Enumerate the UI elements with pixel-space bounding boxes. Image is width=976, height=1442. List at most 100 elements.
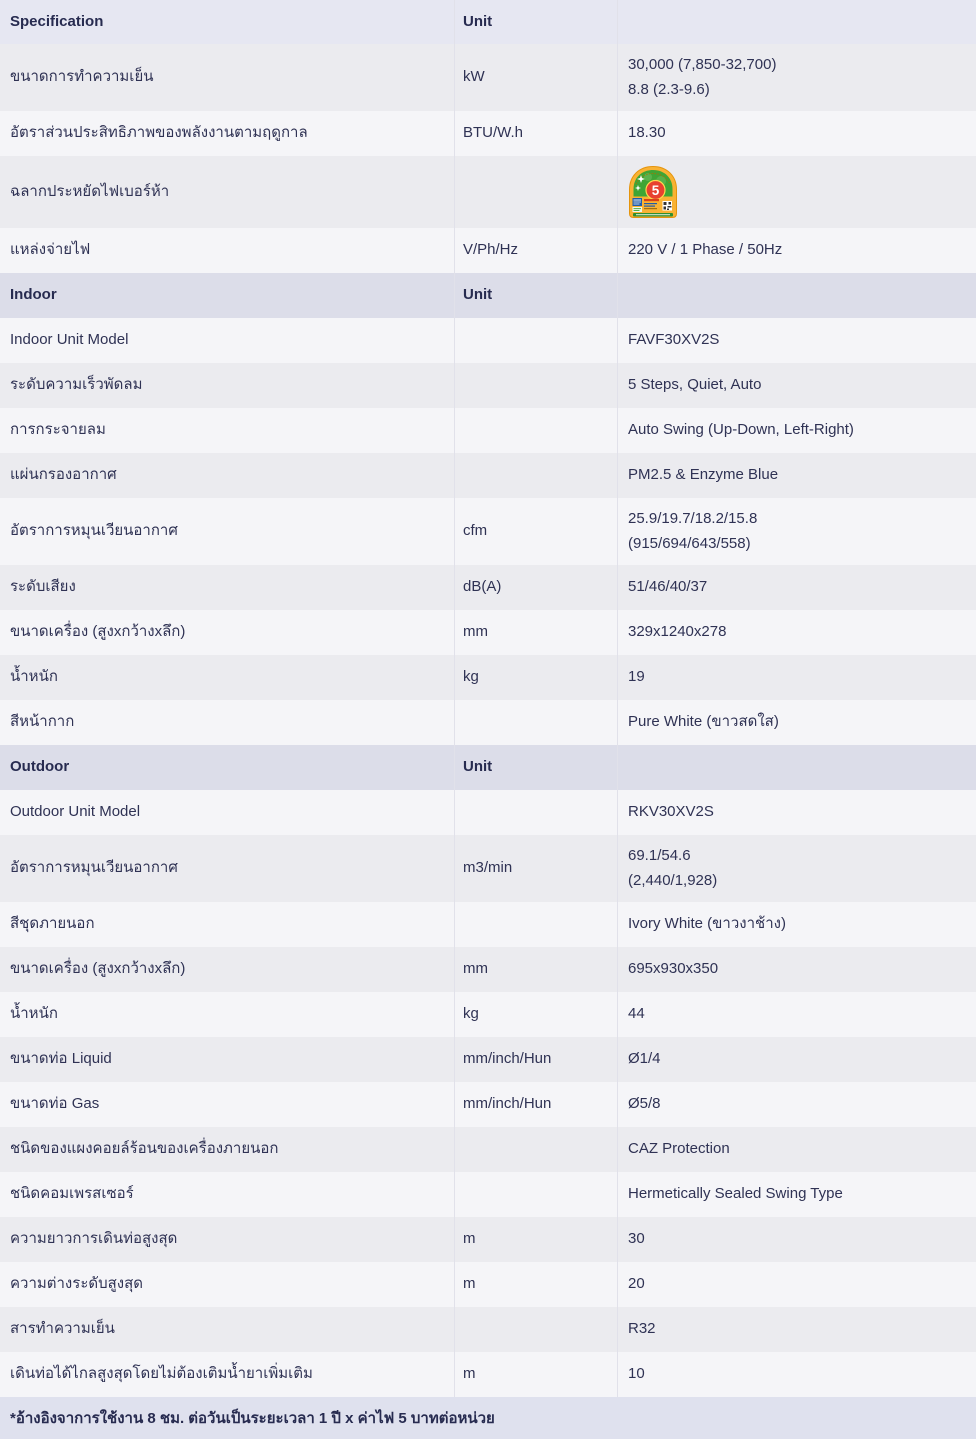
spec-unit bbox=[455, 1172, 618, 1217]
spec-label: ขนาดการทำความเย็น bbox=[0, 44, 455, 111]
spec-unit: kW bbox=[455, 44, 618, 111]
spec-row: ความต่างระดับสูงสุด m 20 bbox=[0, 1262, 976, 1307]
footnote: *อ้างอิงจาการใช้งาน 8 ชม. ต่อวันเป็นระยะ… bbox=[0, 1397, 976, 1439]
spec-value: R32 bbox=[618, 1307, 976, 1352]
spec-label: ระดับความเร็วพัดลม bbox=[0, 363, 455, 408]
spec-value-line: 20 bbox=[628, 1275, 645, 1293]
spec-row: Indoor Unit Model FAVF30XV2S bbox=[0, 318, 976, 363]
spec-row: สีชุดภายนอก Ivory White (ขาวงาช้าง) bbox=[0, 902, 976, 947]
spec-row: อัตราการหมุนเวียนอากาศ m3/min 69.1/54.6 (2,… bbox=[0, 835, 976, 902]
spec-value-line: 19 bbox=[628, 668, 645, 686]
spec-value-line: FAVF30XV2S bbox=[628, 331, 720, 349]
spec-unit bbox=[455, 363, 618, 408]
spec-value-line: Auto Swing (Up-Down, Left-Right) bbox=[628, 421, 854, 439]
spec-label: ความยาวการเดินท่อสูงสุด bbox=[0, 1217, 455, 1262]
spec-value: 44 bbox=[618, 992, 976, 1037]
spec-value-line: 695x930x350 bbox=[628, 960, 719, 978]
spec-value: FAVF30XV2S bbox=[618, 318, 976, 363]
spec-unit: m bbox=[455, 1262, 618, 1307]
energy-grade-number: 5 bbox=[652, 183, 660, 198]
spec-label: ชนิดคอมเพรสเซอร์ bbox=[0, 1172, 455, 1217]
section-title: Outdoor bbox=[0, 745, 455, 790]
spec-value: 220 V / 1 Phase / 50Hz bbox=[618, 228, 976, 273]
spec-value: 30,000 (7,850-32,700) 8.8 (2.3-9.6) bbox=[618, 44, 976, 111]
spec-unit bbox=[455, 408, 618, 453]
spec-value-line: 10 bbox=[628, 1365, 645, 1383]
energy-label-no5-icon: 5 bbox=[629, 166, 677, 218]
spec-label: ขนาดท่อ Liquid bbox=[0, 1037, 455, 1082]
main-header-specification-label: Specification bbox=[0, 0, 455, 44]
spec-label: Indoor Unit Model bbox=[0, 318, 455, 363]
section-value-column bbox=[618, 273, 976, 318]
spec-value: 51/46/40/37 bbox=[618, 565, 976, 610]
spec-unit: kg bbox=[455, 992, 618, 1037]
spec-value-line: 18.30 bbox=[628, 124, 666, 142]
spec-value: Auto Swing (Up-Down, Left-Right) bbox=[618, 408, 976, 453]
spec-unit: mm/inch/Hun bbox=[455, 1037, 618, 1082]
spec-label: ชนิดของแผงคอยล์ร้อนของเครื่องภายนอก bbox=[0, 1127, 455, 1172]
spec-unit bbox=[455, 318, 618, 363]
section-value-column bbox=[618, 745, 976, 790]
spec-row: ฉลากประหยัดไฟเบอร์ห้า 5 bbox=[0, 156, 976, 228]
spec-value: CAZ Protection bbox=[618, 1127, 976, 1172]
spec-value-line: (2,440/1,928) bbox=[628, 871, 718, 889]
spec-value: 10 bbox=[618, 1352, 976, 1397]
spec-label: ขนาดท่อ Gas bbox=[0, 1082, 455, 1127]
spec-value: RKV30XV2S bbox=[618, 790, 976, 835]
spec-label: น้ำหนัก bbox=[0, 992, 455, 1037]
spec-label: แผ่นกรองอากาศ bbox=[0, 453, 455, 498]
spec-label: Outdoor Unit Model bbox=[0, 790, 455, 835]
spec-value-line: Hermetically Sealed Swing Type bbox=[628, 1185, 843, 1203]
spec-row: ขนาดท่อ Liquid mm/inch/Hun Ø1/4 bbox=[0, 1037, 976, 1082]
spec-value-line: Ø1/4 bbox=[628, 1050, 661, 1068]
spec-value: Ivory White (ขาวงาช้าง) bbox=[618, 902, 976, 947]
spec-unit bbox=[455, 700, 618, 745]
spec-value: PM2.5 & Enzyme Blue bbox=[618, 453, 976, 498]
spec-row: แหล่งจ่ายไฟ V/Ph/Hz 220 V / 1 Phase / 50Hz bbox=[0, 228, 976, 273]
spec-label: สีชุดภายนอก bbox=[0, 902, 455, 947]
spec-value: 5 Steps, Quiet, Auto bbox=[618, 363, 976, 408]
spec-label: อัตราส่วนประสิทธิภาพของพลังงานตามฤดูกาล bbox=[0, 111, 455, 156]
spec-unit: V/Ph/Hz bbox=[455, 228, 618, 273]
spec-value-line: 8.8 (2.3-9.6) bbox=[628, 80, 710, 98]
spec-unit: mm bbox=[455, 610, 618, 655]
spec-value-line: 5 Steps, Quiet, Auto bbox=[628, 376, 762, 394]
spec-value-line: CAZ Protection bbox=[628, 1140, 730, 1158]
spec-value: 5 bbox=[618, 156, 976, 228]
spec-unit: m3/min bbox=[455, 835, 618, 902]
table-main-header-row: Specification Unit bbox=[0, 0, 976, 44]
spec-label: เดินท่อได้ไกลสูงสุดโดยไม่ต้องเติมน้ำยาเพ… bbox=[0, 1352, 455, 1397]
spec-value-line: 51/46/40/37 bbox=[628, 578, 708, 596]
spec-unit bbox=[455, 1127, 618, 1172]
spec-value: 695x930x350 bbox=[618, 947, 976, 992]
spec-value-line: 220 V / 1 Phase / 50Hz bbox=[628, 241, 783, 259]
spec-label: ฉลากประหยัดไฟเบอร์ห้า bbox=[0, 156, 455, 228]
spec-label: การกระจายลม bbox=[0, 408, 455, 453]
spec-row: สีหน้ากาก Pure White (ขาวสดใส) bbox=[0, 700, 976, 745]
spec-row: น้ำหนัก kg 19 bbox=[0, 655, 976, 700]
spec-unit bbox=[455, 453, 618, 498]
spec-label: อัตราการหมุนเวียนอากาศ bbox=[0, 498, 455, 565]
spec-unit: kg bbox=[455, 655, 618, 700]
spec-unit: m bbox=[455, 1217, 618, 1262]
section-title: Indoor bbox=[0, 273, 455, 318]
spec-value: 19 bbox=[618, 655, 976, 700]
spec-label: แหล่งจ่ายไฟ bbox=[0, 228, 455, 273]
spec-row: อัตราการหมุนเวียนอากาศ cfm 25.9/19.7/18.2/… bbox=[0, 498, 976, 565]
spec-row: ระดับเสียง dB(A) 51/46/40/37 bbox=[0, 565, 976, 610]
spec-row: ขนาดการทำความเย็น kW 30,000 (7,850-32,700)… bbox=[0, 44, 976, 111]
table-body: ขนาดการทำความเย็น kW 30,000 (7,850-32,700)… bbox=[0, 44, 976, 1397]
spec-unit: cfm bbox=[455, 498, 618, 565]
main-header-value-column bbox=[618, 0, 976, 44]
spec-value-line: Pure White (ขาวสดใส) bbox=[628, 713, 779, 731]
spec-row: ชนิดคอมเพรสเซอร์ Hermetically Sealed Swin… bbox=[0, 1172, 976, 1217]
spec-label: อัตราการหมุนเวียนอากาศ bbox=[0, 835, 455, 902]
spec-unit: dB(A) bbox=[455, 565, 618, 610]
spec-unit bbox=[455, 790, 618, 835]
spec-value: 30 bbox=[618, 1217, 976, 1262]
spec-row: ขนาดท่อ Gas mm/inch/Hun Ø5/8 bbox=[0, 1082, 976, 1127]
spec-unit: mm/inch/Hun bbox=[455, 1082, 618, 1127]
spec-unit: m bbox=[455, 1352, 618, 1397]
spec-value-line: 329x1240x278 bbox=[628, 623, 727, 641]
